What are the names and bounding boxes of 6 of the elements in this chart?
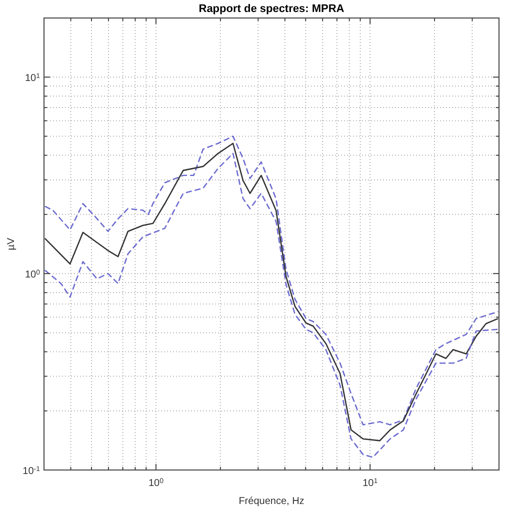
y-tick-label: 10$^{-1}$	[22, 466, 40, 477]
x-axis-title: Fréquence, Hz	[238, 496, 304, 507]
y-tick-label: 10$^{0}$	[24, 269, 40, 281]
y-tick-label: 10$^{1}$	[24, 72, 40, 84]
chart-title: Rapport de spectres: MPRA	[198, 3, 344, 15]
y-axis-title: µV	[6, 237, 17, 250]
